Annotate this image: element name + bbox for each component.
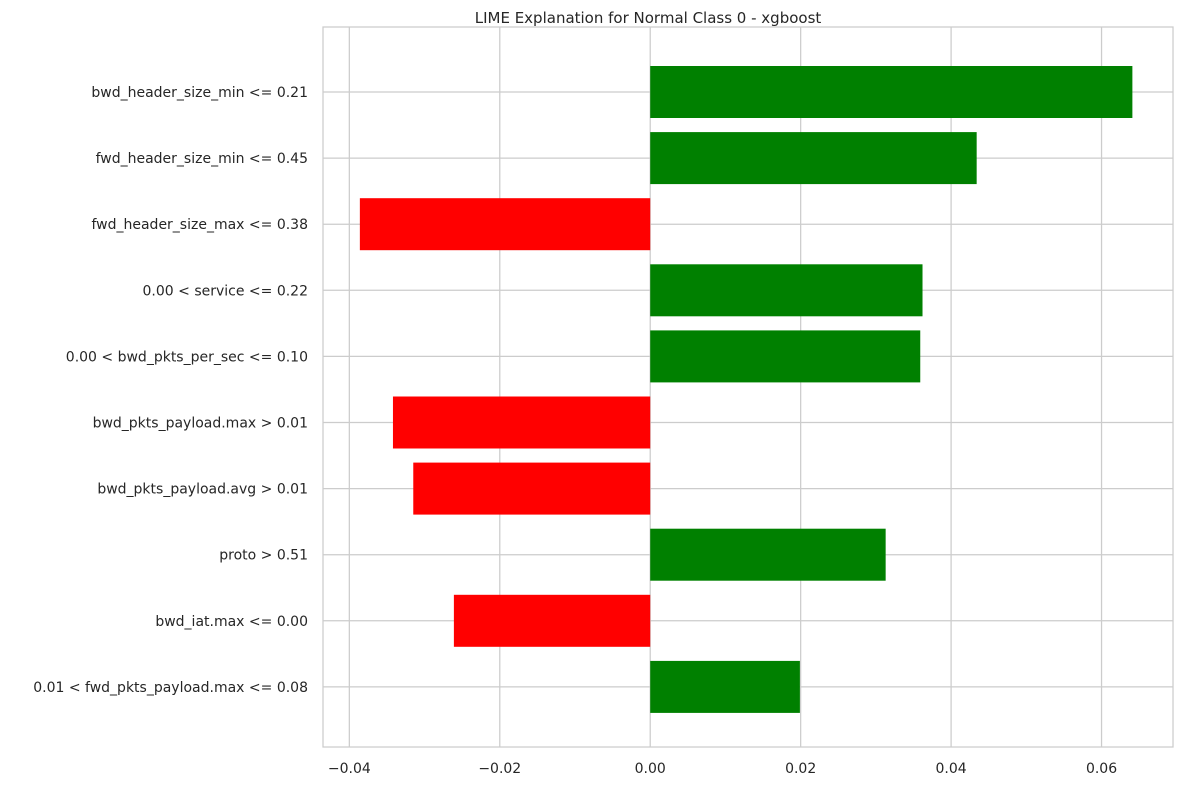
y-tick-labels: bwd_header_size_min <= 0.21 fwd_header_si… [33,85,308,696]
y-tick-label: bwd_iat.max <= 0.00 [155,614,308,630]
plot-frame [322,26,1174,748]
bar-negative [413,462,651,515]
y-tick-label: fwd_header_size_min <= 0.45 [96,151,308,167]
x-tick-label: −0.04 [328,761,371,777]
x-tick-label: −0.02 [478,761,521,777]
x-tick-label: 0.00 [635,761,666,777]
bar-positive [650,132,977,185]
y-tick-label: bwd_pkts_payload.max > 0.01 [93,416,308,432]
bar-positive [650,66,1133,118]
y-tick-label: bwd_header_size_min <= 0.21 [91,85,308,101]
bar-positive [650,264,923,317]
y-tick-label: 0.00 < bwd_pkts_per_sec <= 0.10 [66,349,308,365]
y-tick-label: fwd_header_size_max <= 0.38 [91,217,308,233]
y-tick-label: 0.00 < service <= 0.22 [143,283,308,299]
x-tick-labels: −0.04 −0.02 0.00 0.02 0.04 0.06 [328,761,1117,777]
bars [359,66,1133,713]
y-tick-label: proto > 0.51 [219,548,308,564]
y-tick-label: 0.01 < fwd_pkts_payload.max <= 0.08 [33,680,308,696]
x-tick-label: 0.04 [936,761,967,777]
bar-positive [650,330,921,383]
bar-positive [650,528,886,581]
bar-negative [359,198,651,251]
y-tick-label: bwd_pkts_payload.avg > 0.01 [97,482,308,498]
chart-title: LIME Explanation for Normal Class 0 - xg… [475,9,822,27]
x-tick-label: 0.02 [785,761,816,777]
bar-negative [392,396,651,449]
x-tick-label: 0.06 [1086,761,1117,777]
bar-positive [650,660,800,713]
bar-negative [453,594,651,647]
